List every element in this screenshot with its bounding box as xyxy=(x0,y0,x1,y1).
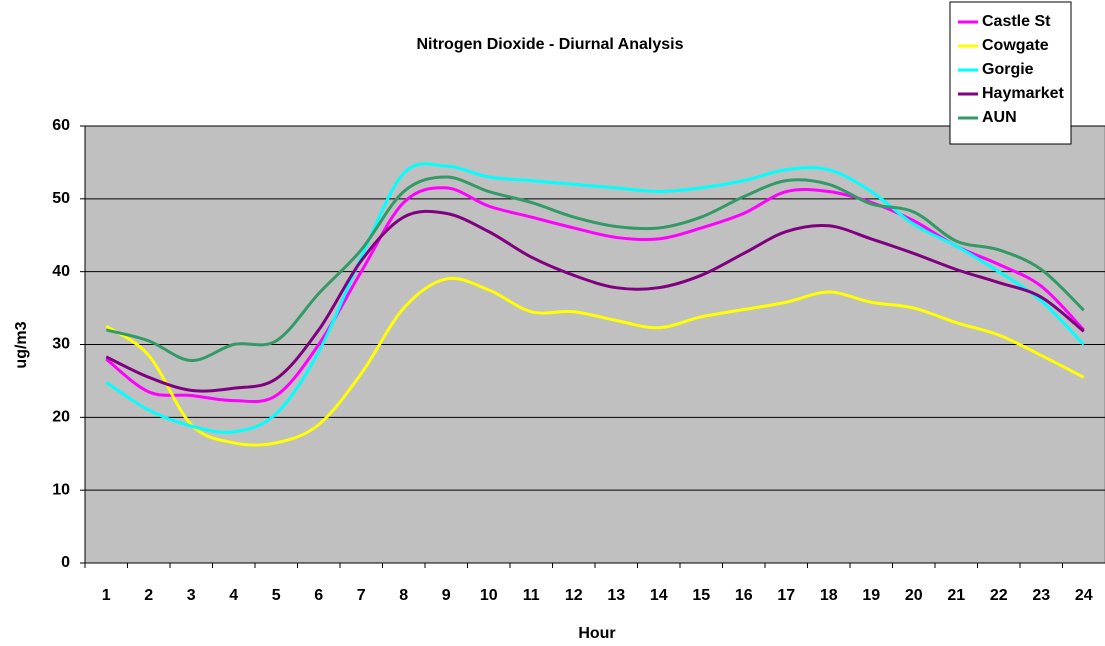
x-tick-label: 8 xyxy=(399,587,408,604)
line-series xyxy=(105,209,1085,393)
x-tick-label: 21 xyxy=(947,587,965,604)
x-tick-label: 23 xyxy=(1032,587,1050,604)
x-tick-label: 2 xyxy=(144,587,153,604)
legend-box xyxy=(949,1,1072,145)
x-tick-label: 9 xyxy=(442,587,451,604)
x-tick-label: 13 xyxy=(607,587,625,604)
legend-label: Haymarket xyxy=(982,85,1065,102)
line-series xyxy=(105,186,1085,404)
y-tick-label: 50 xyxy=(52,190,70,207)
legend-label: AUN xyxy=(982,109,1017,126)
chart-title: Nitrogen Dioxide - Diurnal Analysis xyxy=(416,36,683,53)
y-tick-label: 40 xyxy=(52,263,70,280)
x-tick-label: 20 xyxy=(905,587,923,604)
x-tick-label: 12 xyxy=(565,587,583,604)
x-tick-label: 10 xyxy=(480,587,498,604)
x-tick-label: 11 xyxy=(523,587,540,604)
x-tick-label: 3 xyxy=(187,587,196,604)
legend-label: Cowgate xyxy=(982,37,1049,54)
line-series xyxy=(105,162,1085,434)
y-tick-label: 0 xyxy=(61,554,70,571)
line-series xyxy=(105,276,1085,447)
x-tick-label: 7 xyxy=(357,587,366,604)
x-tick-label: 15 xyxy=(692,587,710,604)
legend-label: Castle St xyxy=(982,13,1051,30)
legend-label: Gorgie xyxy=(982,61,1034,78)
x-tick-label: 4 xyxy=(229,587,238,604)
x-tick-label: 6 xyxy=(314,587,323,604)
line-series xyxy=(105,175,1085,363)
x-tick-label: 24 xyxy=(1075,587,1093,604)
y-tick-label: 20 xyxy=(52,409,70,426)
x-tick-label: 22 xyxy=(990,587,1008,604)
y-tick-label: 30 xyxy=(52,336,70,353)
y-tick-label: 60 xyxy=(52,117,70,134)
x-tick-label: 18 xyxy=(820,587,838,604)
x-tick-label: 5 xyxy=(272,587,281,604)
x-tick-label: 19 xyxy=(862,587,880,604)
x-tick-label: 16 xyxy=(735,587,753,604)
x-tick-label: 14 xyxy=(650,587,668,604)
x-axis-label: Hour xyxy=(578,625,615,642)
y-tick-label: 10 xyxy=(52,481,70,498)
x-tick-label: 1 xyxy=(102,587,111,604)
x-tick-label: 17 xyxy=(777,587,795,604)
y-axis-label: ug/m3 xyxy=(13,321,30,368)
